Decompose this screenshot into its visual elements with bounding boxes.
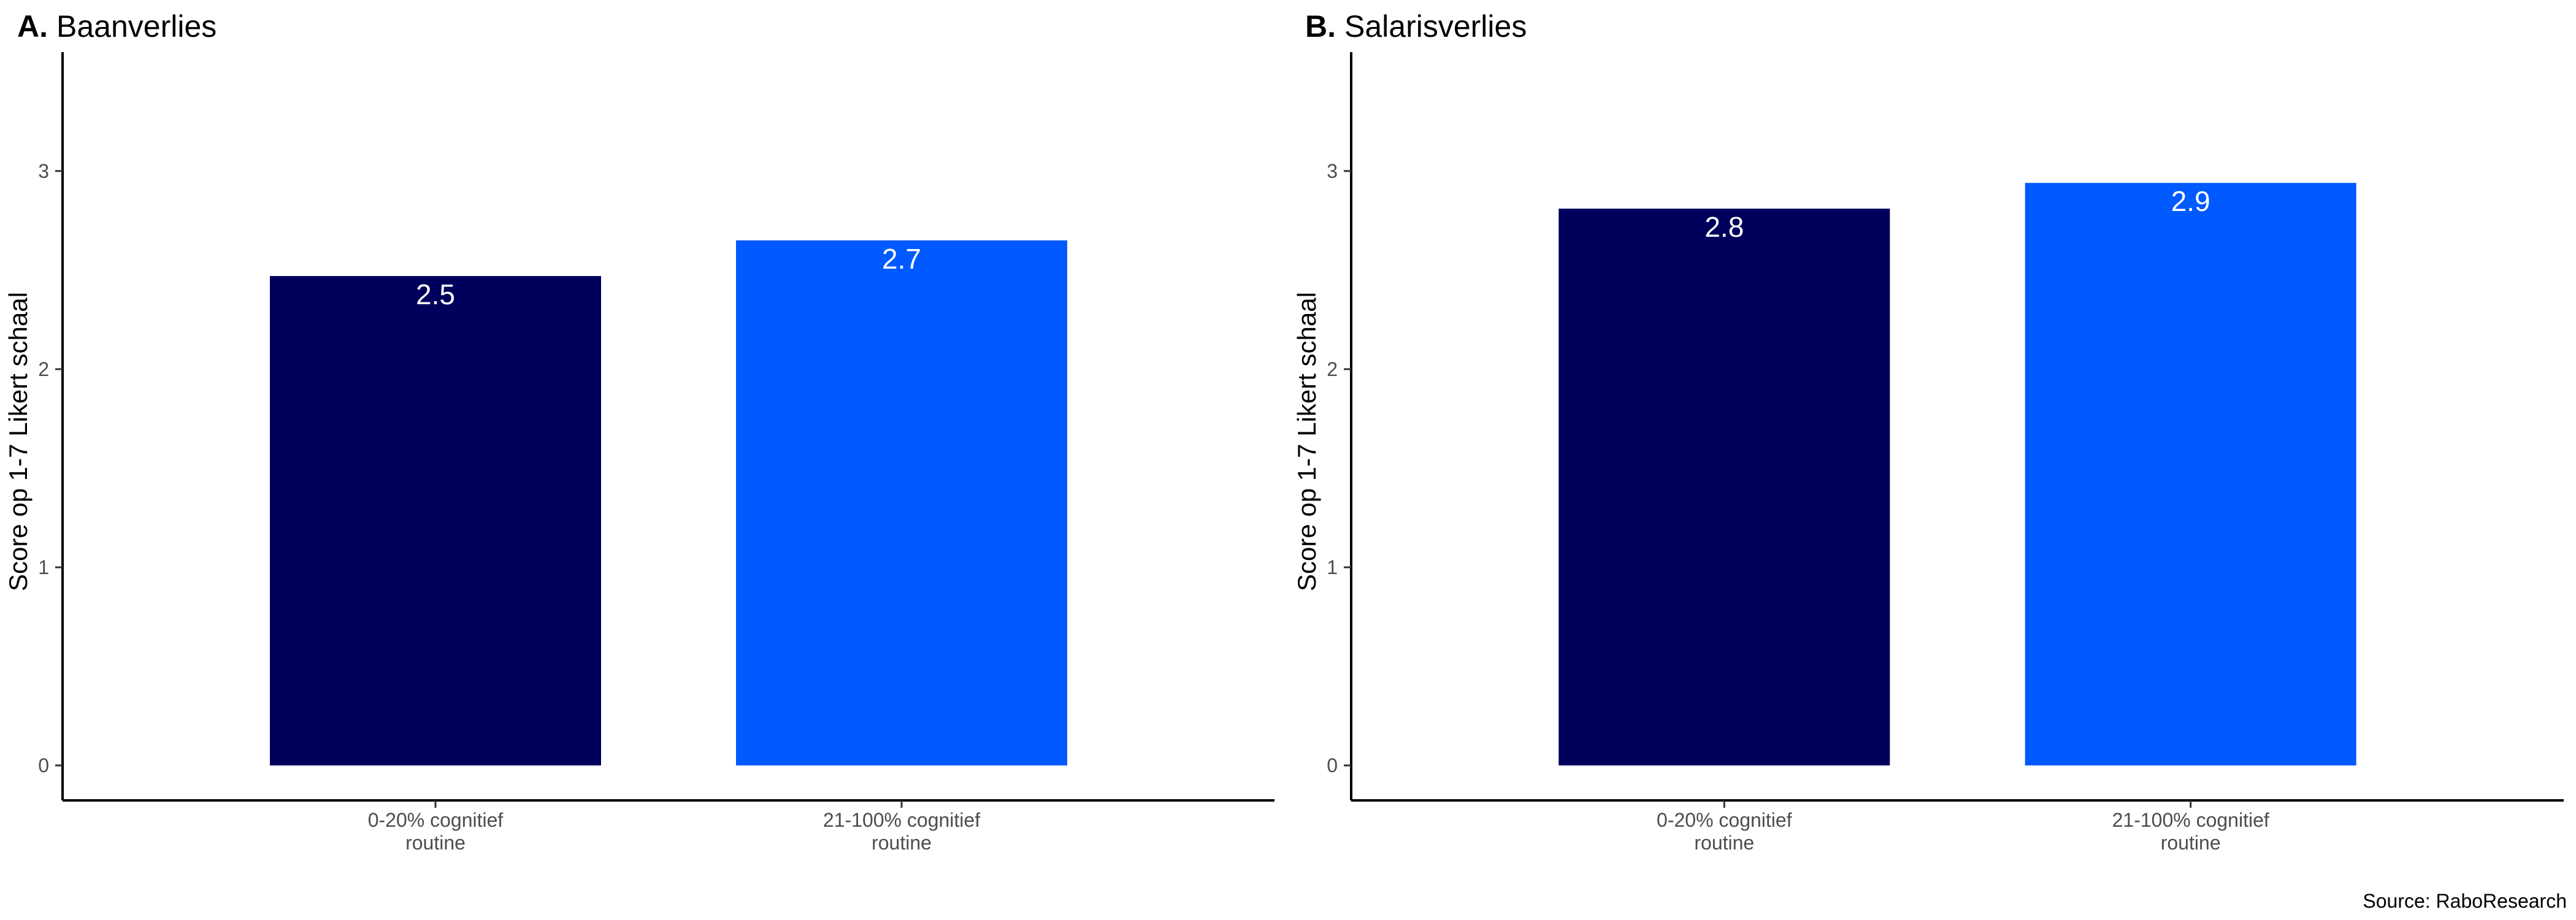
y-axis-title: Score op 1-7 Likert schaal [4,292,33,591]
bar-data-label: 2.7 [882,243,921,275]
source-note: Source: RaboResearch [2363,890,2567,912]
panel-title-text: Salarisverlies [1344,9,1527,44]
y-tick-label: 2 [38,358,49,380]
y-tick-label: 3 [38,160,49,182]
y-axis-title: Score op 1-7 Likert schaal [1292,292,1321,591]
y-tick-label: 0 [1327,754,1338,776]
y-tick-label: 1 [1327,556,1338,578]
x-tick-label: 21-100% cognitief routine [823,809,980,854]
x-tick-label: 0-20% cognitief routine [1657,809,1792,854]
bar-data-label: 2.9 [2171,185,2210,217]
bar-data-label: 2.5 [416,278,455,310]
bar [1558,209,1890,766]
panel-title: B. Salarisverlies [1305,9,1527,44]
bar-data-label: 2.8 [1704,211,1744,243]
panel-tag: A. [17,9,48,44]
bar [2025,183,2356,765]
y-tick-label: 0 [38,754,49,776]
bar [270,276,601,766]
x-tick-label: 21-100% cognitief routine [2112,809,2269,854]
x-tick-label: 0-20% cognitief routine [368,809,504,854]
panel-title: A. Baanverlies [17,9,217,44]
y-tick-label: 1 [38,556,49,578]
y-tick-label: 3 [1327,160,1338,182]
panel-salarisverlies: B. Salarisverlies 0 1 2 3 Score op 1-7 Likert … [1292,9,2564,854]
panel-tag: B. [1305,9,1336,44]
panel-title-text: Baanverlies [56,9,217,44]
panel-baanverlies: A. Baanverlies 0 1 2 3 Score op 1-7 Likert sch… [4,9,1275,854]
bar [736,240,1067,765]
y-tick-label: 2 [1327,358,1338,380]
